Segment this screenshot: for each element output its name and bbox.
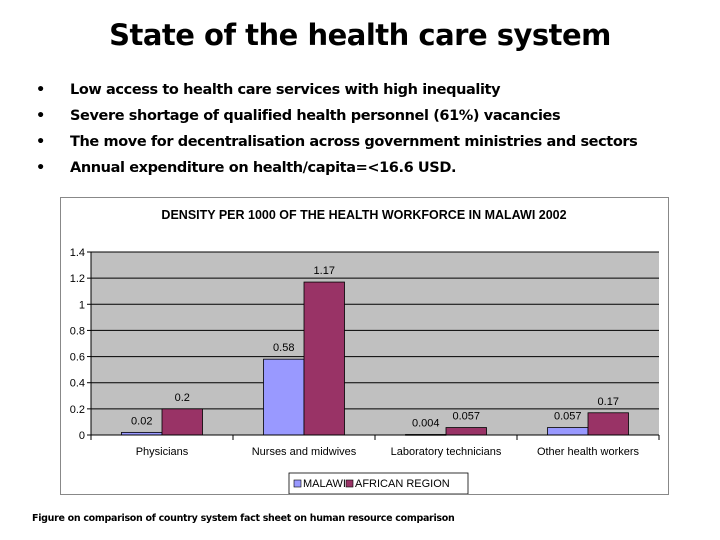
bullet-text: The move for decentralisation across gov… — [70, 134, 638, 150]
bullet-item: • Low access to health care services with… — [36, 80, 637, 106]
bullet-item: • Severe shortage of qualified health per… — [36, 106, 637, 132]
slide-title: State of the health care system — [109, 18, 611, 52]
legend-swatch — [293, 479, 302, 488]
y-tick-label: 1.2 — [70, 273, 85, 285]
data-label: 0.004 — [412, 417, 440, 429]
bar-african-region — [445, 427, 487, 436]
bullet-icon: • — [36, 108, 45, 124]
data-label: 0.02 — [131, 415, 152, 427]
data-label: 0.057 — [452, 411, 480, 423]
bullet-icon: • — [36, 134, 45, 150]
bar-chart: DENSITY PER 1000 OF THE HEALTH WORKFORCE… — [70, 208, 660, 495]
chart-container: DENSITY PER 1000 OF THE HEALTH WORKFORCE… — [60, 197, 669, 495]
data-label: 0.057 — [554, 411, 582, 423]
bullet-text: Low access to health care services with … — [70, 82, 501, 98]
legend-label: MALAWI — [303, 478, 346, 490]
bullet-item: • Annual expenditure on health/capita=<16… — [36, 158, 637, 184]
y-tick-label: 0.4 — [70, 378, 85, 390]
bar-malawi — [263, 358, 305, 436]
plot-area — [91, 252, 659, 435]
y-tick-label: 1 — [79, 299, 85, 311]
y-tick-label: 0.8 — [70, 325, 85, 337]
y-tick-label: 0.2 — [70, 404, 85, 416]
x-tick-label: Other health workers — [537, 446, 640, 458]
bar-malawi — [547, 427, 589, 436]
bullet-list: • Low access to health care services with… — [36, 80, 638, 184]
y-tick-label: 0 — [79, 430, 85, 442]
bullet-text: Severe shortage of qualified health pers… — [70, 108, 561, 124]
bullet-icon: • — [36, 82, 45, 98]
x-tick-label: Laboratory technicians — [391, 446, 502, 458]
data-label: 0.17 — [598, 396, 619, 408]
bullet-item: • The move for decentralisation across go… — [36, 132, 638, 158]
legend-label: AFRICAN REGION — [355, 478, 450, 490]
x-tick-label: Nurses and midwives — [252, 446, 357, 458]
y-tick-label: 0.6 — [70, 352, 85, 364]
legend-swatch — [345, 479, 354, 488]
data-label: 1.17 — [314, 265, 335, 277]
chart-title: DENSITY PER 1000 OF THE HEALTH WORKFORCE… — [161, 208, 566, 222]
x-tick-label: Physicians — [136, 446, 189, 458]
y-tick-label: 1.4 — [70, 247, 85, 259]
bullet-icon: • — [36, 160, 45, 176]
bar-african-region — [303, 281, 345, 436]
bar-african-region — [161, 408, 203, 436]
bullet-text: Annual expenditure on health/capita=<16.… — [70, 160, 457, 176]
data-label: 0.58 — [273, 342, 294, 354]
figure-caption: Figure on comparison of country system f… — [32, 513, 455, 524]
bar-african-region — [587, 412, 629, 436]
data-label: 0.2 — [175, 392, 190, 404]
